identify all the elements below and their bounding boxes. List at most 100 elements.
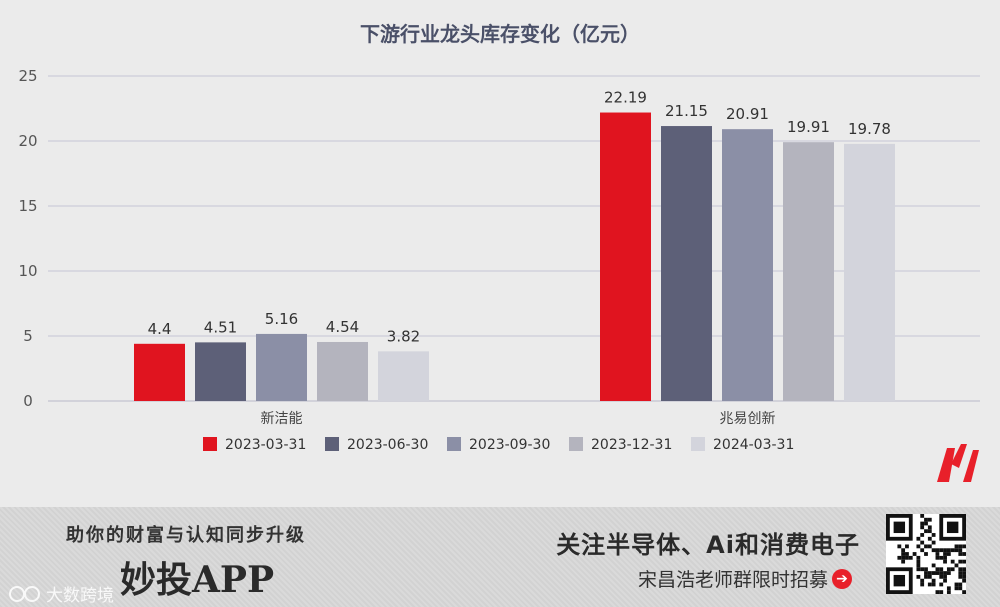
qr-module — [905, 555, 909, 560]
bar-1-2 — [722, 129, 773, 402]
qr-module — [920, 540, 925, 545]
qr-module — [958, 586, 963, 591]
qr-finder — [893, 521, 906, 534]
qr-module — [916, 559, 921, 564]
qr-module — [950, 559, 955, 564]
qr-module — [916, 555, 921, 560]
qr-module — [916, 536, 921, 541]
qr-module — [901, 548, 906, 553]
qr-module — [943, 574, 947, 579]
data-label: 20.91 — [726, 105, 769, 123]
qr-module — [958, 548, 963, 553]
qr-module — [924, 552, 928, 556]
legend-swatch — [447, 437, 461, 451]
arrow-right-icon[interactable]: ➔ — [832, 568, 852, 589]
y-tick-label: 15 — [18, 197, 37, 215]
qr-module — [943, 555, 947, 560]
qr-module — [943, 552, 947, 556]
qr-module — [916, 544, 921, 549]
data-label: 19.78 — [848, 120, 891, 138]
y-tick-label: 20 — [18, 132, 37, 150]
bar-0-2 — [256, 333, 307, 401]
qr-module — [958, 574, 963, 579]
qr-module — [954, 586, 959, 591]
bar-1-1 — [661, 126, 712, 402]
qr-module — [927, 536, 932, 541]
qr-module — [962, 567, 966, 572]
qr-module — [920, 567, 925, 572]
qr-module — [962, 544, 966, 549]
qr-module — [920, 548, 925, 553]
qr-module — [931, 533, 936, 537]
data-label: 21.15 — [665, 102, 708, 120]
qr-module — [935, 552, 940, 556]
qr-code-icon[interactable] — [886, 514, 966, 594]
qr-module — [962, 574, 966, 579]
footer-slogan: 助你的财富与认知同步升级 — [66, 525, 306, 546]
bar-0-1 — [195, 342, 246, 401]
qr-module — [905, 552, 909, 556]
legend-swatch — [325, 437, 339, 451]
qr-module — [927, 517, 932, 522]
m-logo-icon — [937, 444, 979, 482]
qr-module — [939, 548, 944, 553]
qr-module — [935, 548, 940, 553]
y-tick-label: 0 — [23, 392, 33, 410]
qr-module — [924, 521, 928, 526]
qr-module — [916, 574, 921, 579]
qr-module — [908, 555, 913, 560]
qr-module — [943, 559, 947, 564]
qr-module — [931, 582, 936, 587]
qr-module — [931, 563, 936, 568]
qr-module — [901, 552, 906, 556]
qr-module — [920, 578, 925, 583]
qr-module — [946, 590, 951, 594]
qr-module — [916, 567, 921, 572]
qr-module — [962, 590, 966, 594]
footer-headline: 关注半导体、Ai和消费电子 — [556, 531, 860, 559]
qr-module — [962, 559, 966, 564]
watermark-text: 大数跨境 — [46, 586, 114, 606]
qr-module — [901, 559, 906, 564]
qr-module — [954, 563, 959, 568]
bar-0-4 — [378, 351, 429, 401]
qr-module — [912, 552, 917, 556]
bar-1-4 — [844, 143, 895, 402]
qr-module — [920, 521, 925, 526]
recruit-link[interactable]: 宋昌浩老师群限时招募 ➔ — [638, 565, 852, 592]
legend-swatch — [691, 437, 705, 451]
data-label: 19.91 — [787, 118, 830, 136]
qr-module — [946, 548, 951, 553]
data-label: 5.16 — [265, 310, 298, 328]
qr-module — [924, 544, 928, 549]
qr-module — [916, 563, 921, 568]
data-label: 22.19 — [604, 89, 647, 107]
qr-module — [958, 567, 963, 572]
qr-module — [931, 571, 936, 575]
qr-module — [931, 578, 936, 583]
qr-module — [927, 529, 932, 534]
qr-module — [939, 582, 944, 587]
qr-module — [958, 582, 963, 587]
qr-module — [939, 567, 944, 572]
app-name[interactable]: 妙投APP — [120, 559, 275, 601]
legend-swatch — [569, 437, 583, 451]
qr-module — [935, 571, 940, 575]
qr-module — [927, 582, 932, 587]
qr-module — [954, 544, 959, 549]
data-label: 3.82 — [387, 327, 420, 345]
qr-module — [931, 540, 936, 545]
qr-module — [950, 567, 955, 572]
qr-module — [954, 548, 959, 553]
qr-module — [924, 571, 928, 575]
qr-module — [962, 571, 966, 575]
qr-module — [920, 533, 925, 537]
footer-subline: 宋昌浩老师群限时招募 — [637, 569, 828, 591]
qr-module — [924, 574, 928, 579]
legend-label: 2023-09-30 — [469, 437, 550, 453]
watermark-icon — [9, 585, 40, 602]
bar-0-0 — [134, 343, 185, 401]
y-tick-label: 25 — [18, 67, 37, 85]
qr-module — [897, 544, 902, 549]
qr-module — [924, 517, 928, 522]
